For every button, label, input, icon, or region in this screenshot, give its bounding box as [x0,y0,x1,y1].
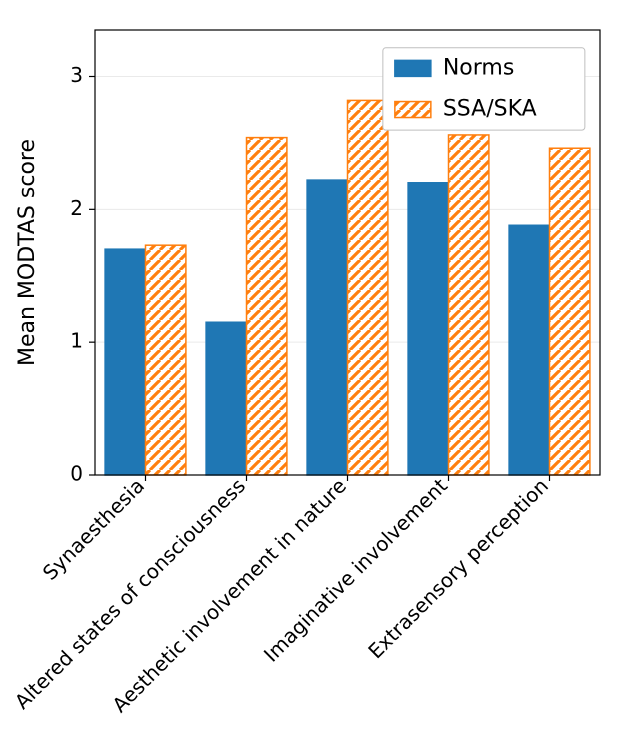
bar-norms-0 [105,249,145,475]
bar-norms-4 [509,225,549,475]
ytick-label-0: 0 [70,462,83,486]
bar-norms-2 [307,180,347,475]
ytick-label-2: 2 [70,196,83,220]
modtas-bar-chart: 0123SynaesthesiaAltered states of consci… [0,0,630,755]
xtick-label-4: Extrasensory perception [363,474,553,664]
bar-ssa-ska-1 [247,138,287,475]
bar-ssa-ska-4 [550,148,590,475]
xtick-label-0: Synaesthesia [38,474,149,585]
bar-norms-3 [408,183,448,475]
bar-ssa-ska-2 [348,100,388,475]
bar-ssa-ska-3 [449,135,489,475]
legend-swatch-1 [395,102,431,118]
legend-label-0: Norms [443,55,514,80]
legend-label-1: SSA/SKA [443,97,537,122]
legend-swatch-0 [395,60,431,76]
y-axis-label: Mean MODTAS score [15,139,40,366]
ytick-label-3: 3 [70,63,83,87]
bar-ssa-ska-0 [146,245,186,475]
bar-norms-1 [206,322,246,475]
ytick-label-1: 1 [70,329,83,353]
xtick-label-3: Imaginative involvement [259,473,452,666]
